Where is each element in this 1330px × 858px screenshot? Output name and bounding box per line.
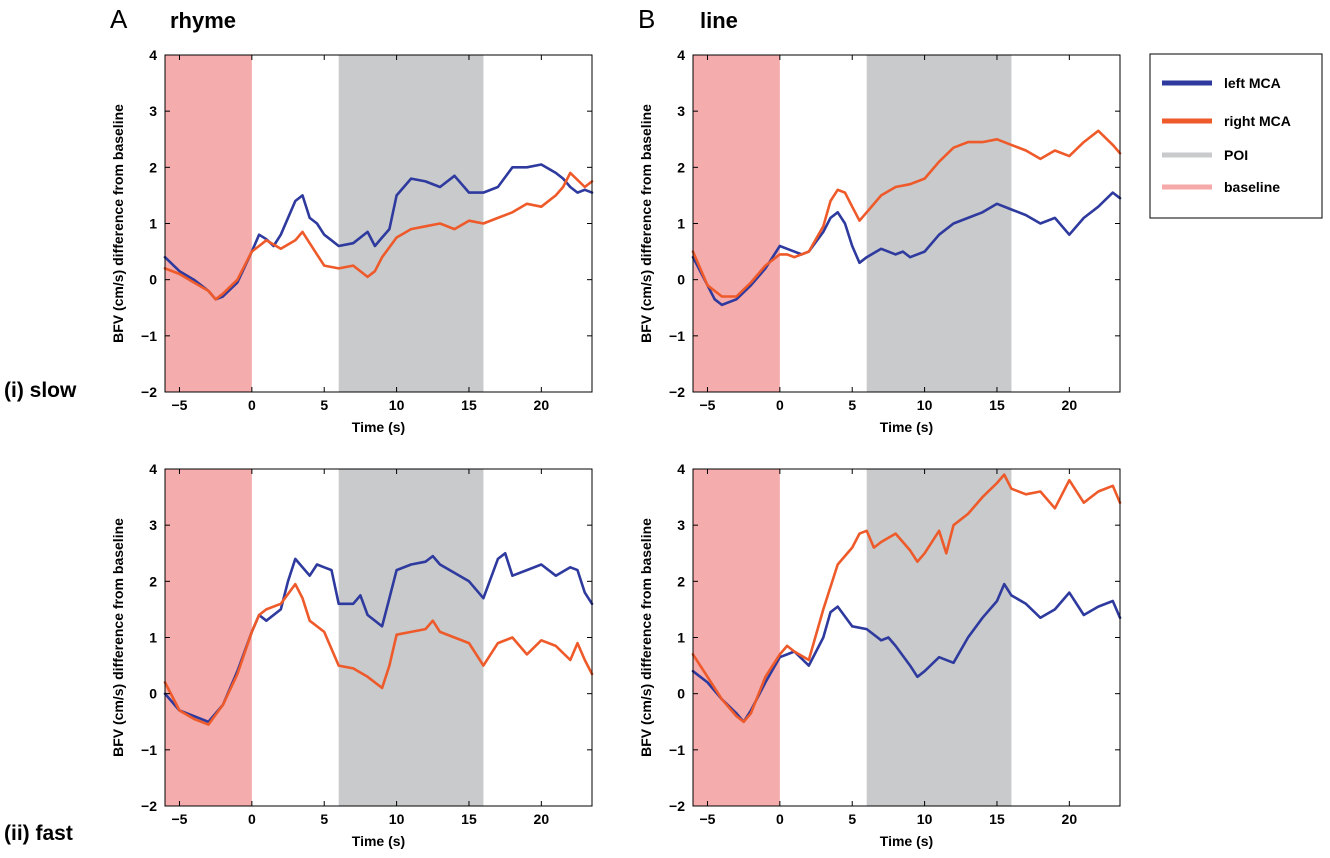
row-label-slow: (i) slow [4, 379, 77, 402]
legend-label-baseline: baseline [1224, 179, 1280, 195]
y-tick-label: −2 [669, 384, 685, 400]
series-left-mca [691, 582, 1122, 724]
row-label-fast: (ii) fast [4, 822, 73, 845]
y-tick-label: 2 [677, 573, 685, 589]
y-tick-label: 3 [677, 103, 685, 119]
baseline-region [165, 469, 252, 806]
x-tick-label: 0 [248, 811, 256, 827]
x-tick-label: 15 [989, 811, 1005, 827]
y-tick-label: 4 [149, 461, 157, 477]
y-axis-label: BFV (cm/s) difference from baseline [110, 104, 126, 343]
x-tick-label: 5 [320, 397, 328, 413]
x-tick-label: −5 [699, 811, 715, 827]
x-axis-label: Time (s) [352, 419, 405, 435]
y-tick-label: −2 [141, 798, 157, 814]
panel-a-ii: −5 0 5 10 15 20 −2 −1 0 1 2 3 4 Time (s) BFV (cm/s) di… [110, 461, 594, 849]
baseline-region [693, 55, 780, 392]
x-tick-label: −5 [171, 811, 187, 827]
y-tick-label: 1 [677, 630, 685, 646]
y-tick-label: 2 [149, 159, 157, 175]
x-tick-label: 20 [1062, 397, 1078, 413]
legend: left MCA right MCA POI baseline [1149, 53, 1323, 219]
y-tick-label: 1 [677, 216, 685, 232]
panel-a-i: −5 0 5 10 15 20 −2 −1 0 1 2 3 4 Time (s) BFV (cm/s) di… [110, 47, 594, 435]
x-tick-label: 10 [917, 811, 933, 827]
y-axis-label: BFV (cm/s) difference from baseline [638, 518, 654, 757]
series-right-mca [691, 129, 1122, 298]
y-tick-label: 4 [149, 47, 157, 63]
y-tick-label: 0 [149, 686, 157, 702]
y-tick-label: −1 [669, 742, 685, 758]
panel-letter-b: B [638, 4, 655, 34]
x-tick-label: 5 [320, 811, 328, 827]
y-tick-label: −1 [141, 742, 157, 758]
column-title-line: line [700, 8, 738, 33]
x-tick-label: 5 [848, 811, 856, 827]
y-tick-label: −2 [669, 798, 685, 814]
panel-letter-a: A [110, 4, 128, 34]
x-tick-label: 0 [248, 397, 256, 413]
y-tick-label: 0 [677, 272, 685, 288]
poi-region [338, 55, 484, 392]
x-tick-label: 10 [917, 397, 933, 413]
x-axis-label: Time (s) [352, 833, 405, 849]
x-tick-label: 20 [534, 397, 550, 413]
y-tick-label: 4 [677, 47, 685, 63]
y-tick-label: −1 [141, 328, 157, 344]
series-right-mca [163, 171, 594, 301]
y-tick-label: 3 [149, 517, 157, 533]
panel-b-ii: −5 0 5 10 15 20 −2 −1 0 1 2 3 4 Time (s) BFV (cm/s) di… [638, 461, 1122, 849]
x-tick-label: 20 [1062, 811, 1078, 827]
x-tick-label: 15 [461, 811, 477, 827]
baseline-region [693, 469, 780, 806]
x-tick-label: −5 [171, 397, 187, 413]
y-tick-label: 2 [149, 573, 157, 589]
y-tick-label: 0 [677, 686, 685, 702]
x-tick-label: 5 [848, 397, 856, 413]
poi-region [866, 55, 1012, 392]
x-axis-label: Time (s) [880, 419, 933, 435]
x-tick-label: 0 [776, 397, 784, 413]
poi-region [866, 469, 1012, 806]
series-right-mca [691, 473, 1122, 724]
y-axis-label: BFV (cm/s) difference from baseline [110, 518, 126, 757]
y-tick-label: 2 [677, 159, 685, 175]
x-tick-label: 15 [989, 397, 1005, 413]
column-title-rhyme: rhyme [170, 8, 236, 33]
legend-label-poi: POI [1224, 147, 1248, 163]
x-tick-label: −5 [699, 397, 715, 413]
legend-label-right-mca: right MCA [1224, 113, 1291, 129]
x-axis-label: Time (s) [880, 833, 933, 849]
x-tick-label: 10 [389, 397, 405, 413]
y-tick-label: 4 [677, 461, 685, 477]
legend-label-left-mca: left MCA [1224, 75, 1281, 91]
panel-b-i: −5 0 5 10 15 20 −2 −1 0 1 2 3 4 Time (s) BFV (cm/s) di… [638, 47, 1122, 435]
y-tick-label: −1 [669, 328, 685, 344]
x-tick-label: 20 [534, 811, 550, 827]
y-tick-label: 3 [149, 103, 157, 119]
x-tick-label: 0 [776, 811, 784, 827]
y-tick-label: 1 [149, 630, 157, 646]
y-tick-label: −2 [141, 384, 157, 400]
y-tick-label: 1 [149, 216, 157, 232]
x-tick-label: 15 [461, 397, 477, 413]
poi-region [338, 469, 484, 806]
y-tick-label: 3 [677, 517, 685, 533]
baseline-region [165, 55, 252, 392]
series-right-mca [163, 582, 594, 726]
y-tick-label: 0 [149, 272, 157, 288]
y-axis-label: BFV (cm/s) difference from baseline [638, 104, 654, 343]
x-tick-label: 10 [389, 811, 405, 827]
